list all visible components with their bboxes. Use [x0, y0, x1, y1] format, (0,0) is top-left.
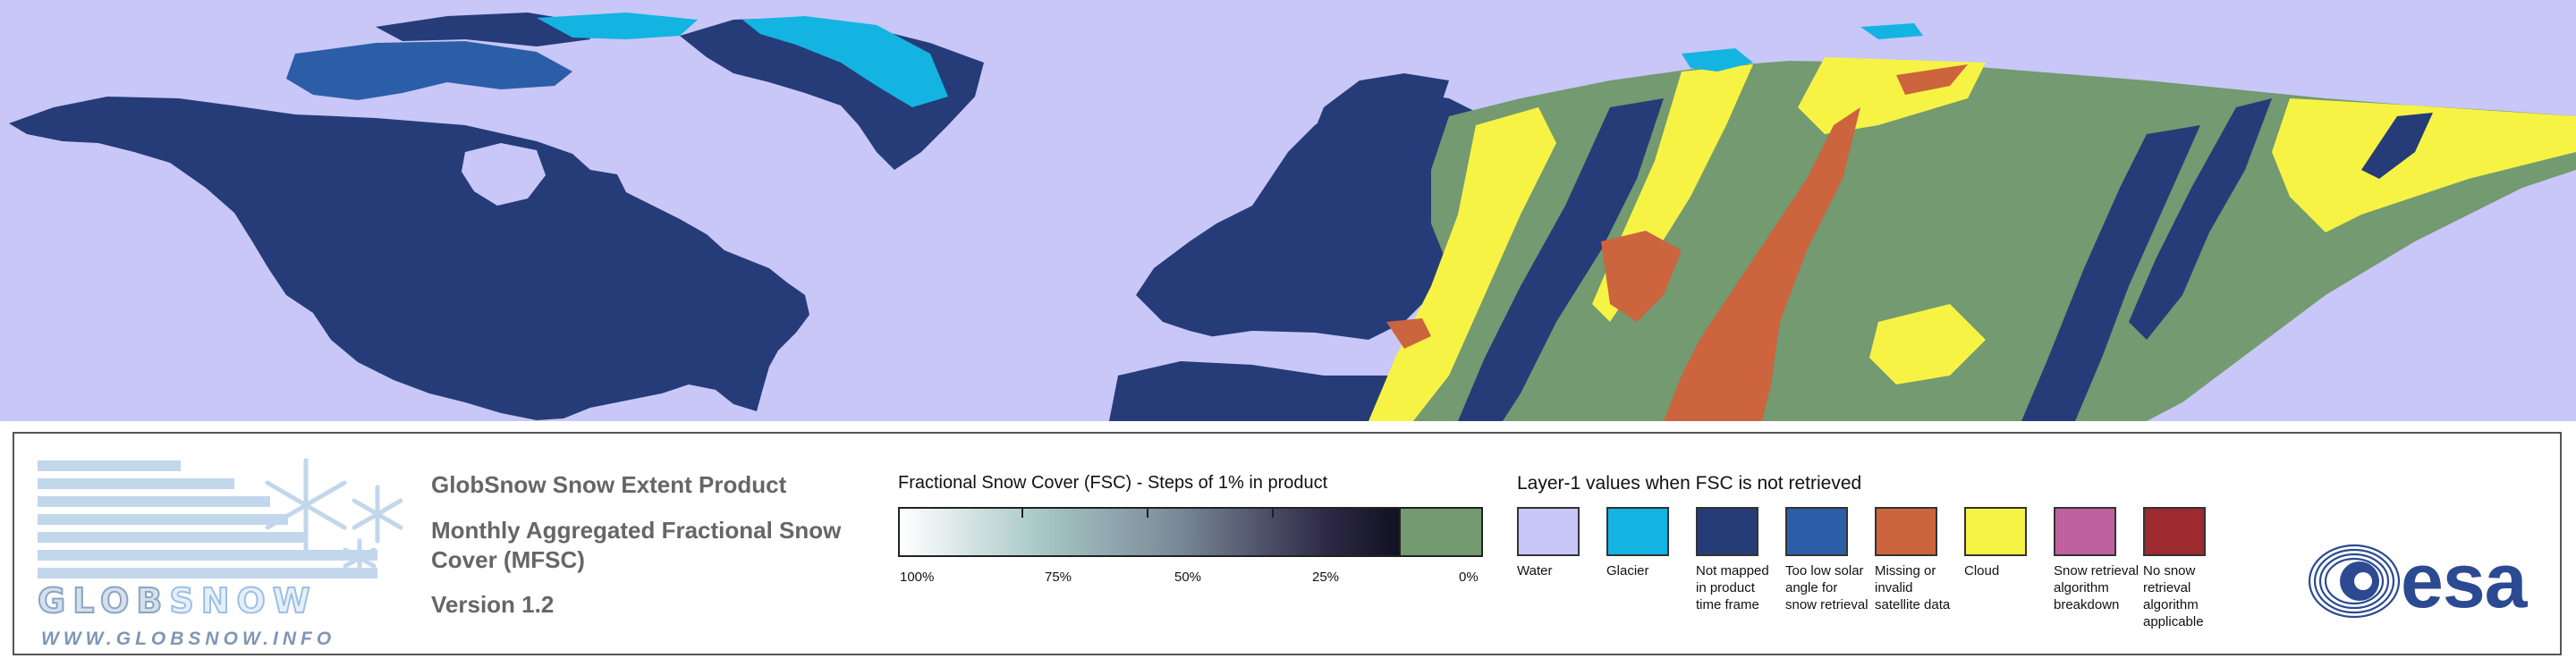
legend-swatch-label: Missing or invalid satellite data: [1875, 563, 1951, 612]
legend-swatch: [2143, 507, 2206, 556]
esa-emblem-icon: [2308, 544, 2401, 619]
map-canvas: [9, 13, 2576, 421]
product-version: Version 1.2: [431, 591, 555, 618]
missing-data-north: [1896, 64, 1968, 95]
legend-swatch: [1696, 507, 1758, 556]
legend-panel: GLOBSNOW WWW.GLOBSNOW.INFO GlobSnow Snow…: [13, 432, 2562, 655]
canada-glacier: [537, 13, 698, 39]
globsnow-url: WWW.GLOBSNOW.INFO: [41, 629, 336, 649]
north-america-landmass: [9, 97, 809, 420]
not-mapped-swath-3: [2129, 98, 2272, 340]
snow-cover-map: [0, 0, 2576, 421]
legend-swatch-label: No snow retrieval algorithm applicable: [2143, 563, 2204, 629]
legend-swatch-label: Water: [1517, 563, 1553, 578]
hudson-bay: [462, 143, 546, 206]
legend-swatch: [2054, 507, 2116, 556]
esa-wordmark: esa: [2401, 538, 2527, 624]
not-mapped-swath-1: [1458, 98, 1664, 421]
fsc-label-0: 0%: [1459, 570, 1479, 585]
cloud-swath-east: [2272, 98, 2576, 232]
fsc-zero-swatch: [1401, 507, 1483, 557]
fsc-label-75: 75%: [1045, 570, 1072, 585]
legend-swatch: [1875, 507, 1937, 556]
scandinavia: [1306, 73, 1449, 179]
missing-data-west: [1601, 231, 1682, 322]
legend-swatch-label: Cloud: [1964, 563, 2000, 578]
globsnow-logo: GLOBSNOW WWW.GLOBSNOW.INFO: [37, 452, 413, 649]
legend-swatch-label: Too low solar angle for snow retrieval: [1785, 563, 1868, 612]
arctic-islands-north: [376, 13, 590, 46]
legend-swatch-label: Glacier: [1606, 563, 1649, 578]
cloud-patches-southeast: [1869, 304, 1986, 384]
fsc-label-50: 50%: [1174, 570, 1202, 585]
esa-logo: esa: [2304, 538, 2537, 624]
europe-landmass: [1136, 93, 1521, 350]
svalbard-glacier: [1682, 48, 1753, 72]
fsc-legend-title: Fractional Snow Cover (FSC) - Steps of 1…: [898, 473, 1328, 493]
snowflake-icon: [265, 458, 403, 577]
fsc-color-ramp: [898, 507, 1401, 557]
fsc-label-25: 25%: [1312, 570, 1340, 585]
greenland-glacier: [742, 16, 948, 107]
layer1-legend-title: Layer-1 values when FSC is not retrieved: [1517, 473, 1862, 494]
fsc-label-100: 100%: [900, 570, 935, 585]
not-mapped-swath-4: [2361, 113, 2433, 179]
arctic-islands: [286, 41, 572, 100]
missing-data-swath: [1664, 107, 1860, 421]
mediterranean-sea: [1190, 331, 1404, 367]
product-subtitle: Monthly Aggregated Fractional Snow Cover…: [431, 517, 842, 573]
legend-swatch: [1785, 507, 1848, 556]
globsnow-wordmark: GLOBSNOW: [37, 580, 318, 621]
legend-swatch: [1964, 507, 2027, 556]
legend-swatch: [1606, 507, 1669, 556]
franz-josef-glacier: [1860, 23, 1923, 39]
legend-swatch: [1517, 507, 1580, 556]
missing-data-greece: [1386, 318, 1431, 349]
not-mapped-swath-2: [2021, 125, 2200, 421]
legend-swatch-label: Snow retrieval algorithm breakdown: [2054, 563, 2140, 612]
product-title: GlobSnow Snow Extent Product: [431, 471, 787, 498]
legend-swatch-label: Not mapped in product time frame: [1696, 563, 1769, 612]
